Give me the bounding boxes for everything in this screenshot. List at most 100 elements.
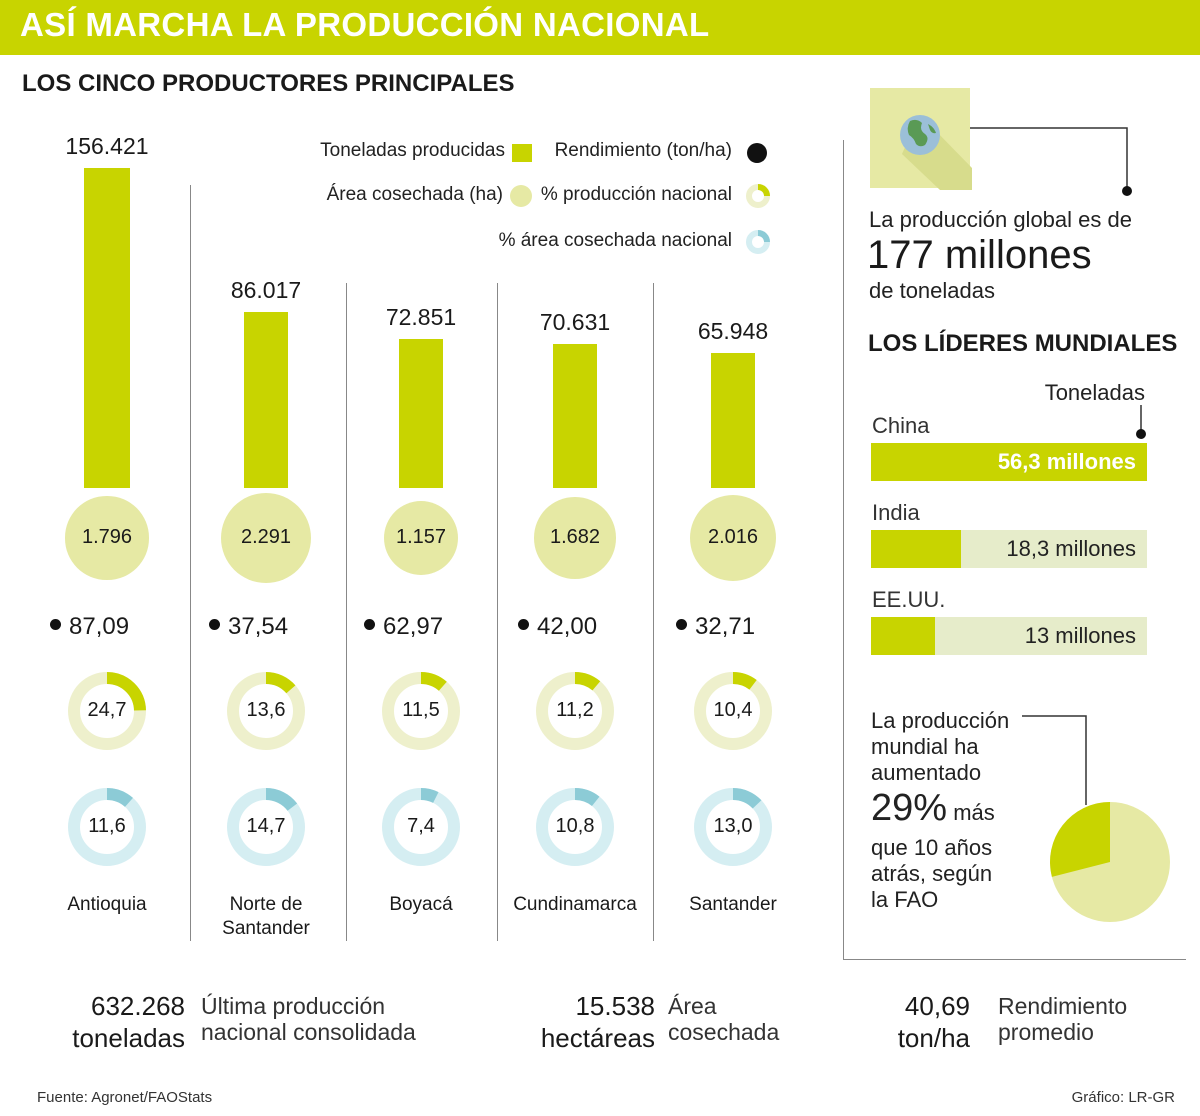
yield-dot (364, 619, 375, 631)
yield-dot (676, 619, 687, 631)
pct-prod-ring (536, 672, 614, 750)
column-divider (190, 185, 191, 941)
footer-credit: Gráfico: LR-GR (1071, 1089, 1175, 1106)
globe-icon (870, 88, 972, 190)
legend-tons-label: Toneladas producidas (320, 140, 505, 161)
tons-bar (244, 312, 288, 488)
department-name: Boyacá (389, 894, 453, 915)
pct-area-ring-arc (420, 787, 439, 804)
summary-desc-line: nacional consolidada (201, 1019, 416, 1045)
global-intro: La producción global es de (869, 207, 1132, 232)
pct-area-ring (227, 788, 305, 866)
growth-text: La producción mundial ha aumentado 29% m… (871, 708, 1009, 913)
yield-dot (50, 619, 61, 631)
summary-desc-line: Última producción (201, 993, 386, 1019)
pct-area-ring-value: 14,7 (246, 815, 286, 837)
area-value: 1.682 (549, 526, 601, 548)
area-value: 2.016 (707, 526, 759, 548)
area-circle (65, 496, 149, 580)
yield-dot (518, 619, 529, 631)
growth-line: la FAO (871, 887, 939, 912)
yield-value: 32,71 (695, 613, 756, 640)
growth-connector-line (1022, 715, 1087, 805)
pct-prod-ring-arc (420, 672, 447, 692)
leader-bar-label: 13 millones (1024, 623, 1136, 648)
tons-bar (711, 353, 755, 488)
yield-value-row: 32,71 (676, 613, 755, 641)
tons-bar (553, 343, 597, 488)
growth-line: La producción (871, 708, 1010, 733)
tons-value: 72.851 (385, 303, 457, 330)
summary-description: Área cosechada (668, 993, 779, 1045)
yield-value: 87,09 (69, 613, 130, 640)
right-panel-border-left (843, 140, 844, 960)
header-bar (0, 0, 1200, 55)
leader-bar (871, 443, 1147, 481)
yield-value: 42,00 (537, 613, 598, 640)
pct-area-ring-arc (106, 788, 133, 808)
pct-area-ring (68, 788, 146, 866)
pct-prod-ring-value: 11,5 (402, 699, 440, 721)
tons-value: 70.631 (539, 308, 611, 335)
summary-number: 632.268 toneladas (72, 990, 185, 1054)
tons-value: 65.948 (697, 318, 769, 345)
area-circle (689, 494, 777, 582)
legend-yield-label: Rendimiento (ton/ha) (554, 140, 732, 161)
yield-value-row: 42,00 (518, 613, 597, 641)
right-panel-border-bottom (843, 959, 1186, 960)
pct-prod-ring (227, 672, 305, 750)
legend-pct-prod-ring (746, 184, 770, 208)
pct-prod-ring-value: 24,7 (87, 699, 127, 721)
leaders-unit-label: Toneladas (1044, 380, 1145, 405)
growth-line: mundial ha (871, 734, 979, 759)
pct-prod-ring-value: 10,4 (713, 699, 753, 721)
growth-pct-suffix: más (953, 800, 995, 825)
leader-country: India (872, 500, 920, 525)
tons-bar (84, 168, 130, 488)
yield-value-row: 37,54 (209, 613, 288, 641)
growth-pie-chart (1050, 802, 1170, 922)
pct-area-ring (536, 788, 614, 866)
summary-desc-line: Área (668, 993, 717, 1019)
tons-bar (399, 338, 443, 488)
legend-pct-area-label: % área cosechada nacional (498, 230, 732, 251)
summary-description: Rendimiento promedio (998, 993, 1127, 1045)
legend-pct-prod-label: % producción nacional (540, 184, 732, 205)
globe-connector-line (970, 127, 1132, 196)
summary-number-unit: toneladas (72, 1023, 185, 1053)
pct-prod-ring-value: 11,2 (556, 699, 594, 721)
pct-prod-ring-arc (574, 672, 601, 691)
summary-number-unit: hectáreas (540, 1023, 655, 1053)
growth-line: aumentado (871, 760, 982, 785)
summary-number-value: 632.268 (91, 991, 185, 1021)
yield-value-row: 87,09 (50, 613, 129, 641)
global-unit: de toneladas (869, 278, 995, 303)
tons-value: 156.421 (65, 133, 149, 159)
pct-area-ring-value: 11,6 (88, 815, 126, 837)
pct-area-ring (694, 788, 772, 866)
department-name: Norte de Santander (222, 894, 310, 939)
pie-slice-growth (1050, 802, 1110, 877)
area-circle (221, 493, 311, 583)
yield-dot (209, 619, 220, 631)
summary-number-value: 40,69 (904, 991, 970, 1021)
growth-pct: 29% (871, 787, 948, 829)
tons-value: 86.017 (230, 277, 302, 304)
section-title-leaders: LOS LÍDERES MUNDIALES (868, 330, 1178, 357)
summary-number-value: 15.538 (575, 991, 655, 1021)
summary-description: Última producción nacional consolidada (201, 993, 416, 1045)
leader-bar (871, 530, 961, 568)
column-divider (346, 283, 347, 941)
department-name: Antioquia (67, 894, 147, 915)
legend-pct-area-ring (746, 230, 770, 254)
pct-area-ring-arc (732, 788, 762, 809)
growth-pct-row: 29% más (871, 786, 1009, 835)
yield-value: 37,54 (228, 613, 289, 640)
global-amount: 177 millones (867, 233, 1092, 277)
page-title: ASÍ MARCHA LA PRODUCCIÓN NACIONAL (20, 6, 710, 43)
area-value: 1.796 (81, 526, 133, 548)
area-circle (534, 497, 616, 579)
pct-prod-ring-arc (732, 672, 757, 690)
pct-prod-ring-arc (106, 672, 146, 711)
column-divider (497, 283, 498, 941)
